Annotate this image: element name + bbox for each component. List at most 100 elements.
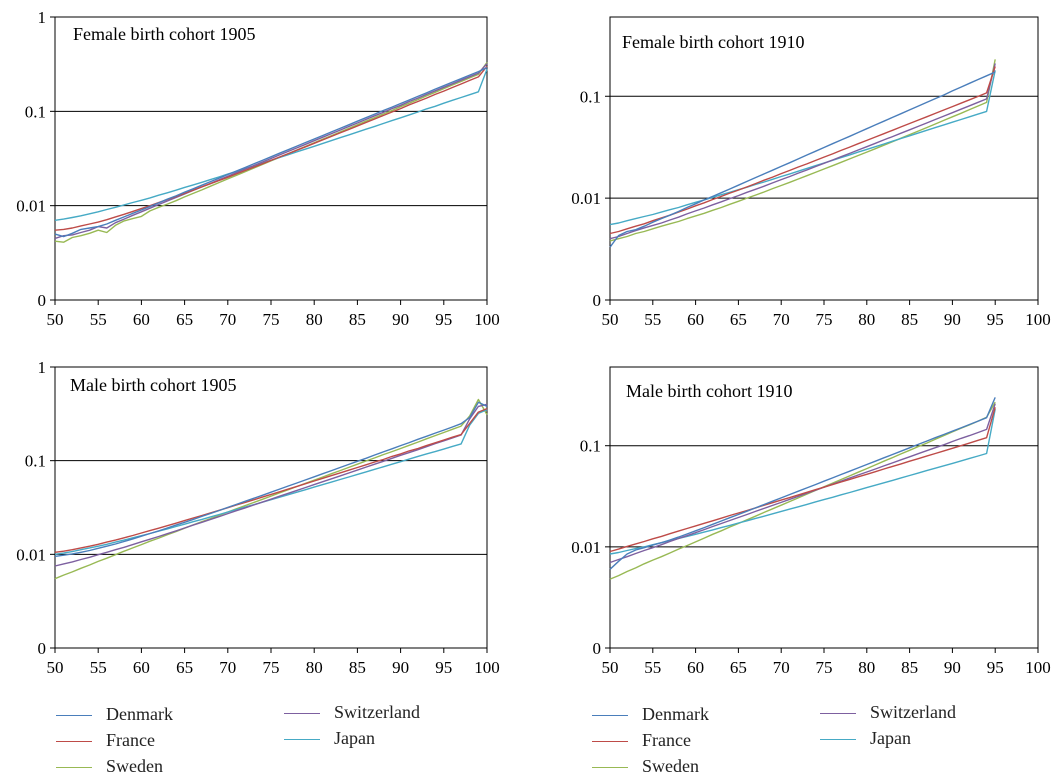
chart-female-1905: 0 0.01 0.1 1 50 55 60 65 70 75 80 85 90 95 100 Female b… <box>16 8 500 329</box>
chart-male-1905: 0 0.01 0.1 1 50 55 60 65 70 75 80 85 90 95 100 Male bir… <box>16 358 500 677</box>
x-tick-label: 85 <box>901 310 918 329</box>
y-tick-label: 1 <box>38 358 47 377</box>
series-line-france <box>54 65 488 231</box>
legend-label-switzerland: Switzerland <box>870 702 956 722</box>
x-tick-label: 50 <box>47 658 64 677</box>
x-tick-label: 90 <box>392 658 409 677</box>
plot-frame <box>609 366 1039 649</box>
legend-left: Denmark France Sweden Switzerland Japan <box>56 702 476 780</box>
legend-label-denmark: Denmark <box>106 704 173 724</box>
y-tick-label: 0.1 <box>580 437 601 456</box>
x-tick-label: 100 <box>474 310 500 329</box>
x-tick-label: 80 <box>858 658 875 677</box>
legend-swatch-denmark <box>592 715 628 716</box>
legend-swatch-japan <box>284 739 320 740</box>
series-line-japan <box>54 68 488 221</box>
x-tick-label: 100 <box>1025 658 1051 677</box>
chart-female-1910: 0 0.01 0.1 50 55 60 65 70 75 80 85 90 95 100 Female bi… <box>571 16 1051 329</box>
legend-swatch-switzerland <box>820 713 856 714</box>
x-tick-label: 50 <box>47 310 64 329</box>
series-line-denmark <box>54 401 488 558</box>
legend-label-sweden: Sweden <box>106 756 163 776</box>
x-tick-label: 90 <box>392 310 409 329</box>
x-tick-label: 55 <box>644 658 661 677</box>
x-tick-label: 70 <box>219 310 236 329</box>
x-tick-label: 90 <box>944 658 961 677</box>
x-tick-label: 95 <box>435 658 452 677</box>
series-line-japan <box>609 70 996 226</box>
series-line-switzerland <box>54 63 488 240</box>
y-tick-label: 1 <box>38 8 47 27</box>
series-line-denmark <box>609 397 996 570</box>
x-tick-label: 70 <box>773 658 790 677</box>
x-tick-label: 65 <box>730 310 747 329</box>
x-tick-label: 85 <box>349 310 366 329</box>
y-tick-label: 0 <box>593 291 602 310</box>
x-tick-label: 100 <box>474 658 500 677</box>
series-line-france <box>54 407 488 553</box>
legend-label-japan: Japan <box>334 728 375 748</box>
x-tick-label: 65 <box>176 658 193 677</box>
y-tick-label: 0.1 <box>580 87 601 106</box>
x-tick-label: 60 <box>133 658 150 677</box>
y-tick-label: 0.01 <box>571 189 601 208</box>
x-tick-label: 85 <box>901 658 918 677</box>
x-tick-label: 60 <box>133 310 150 329</box>
legend-swatch-sweden <box>56 767 92 768</box>
x-tick-label: 80 <box>306 658 323 677</box>
chart-title: Female birth cohort 1905 <box>73 24 255 44</box>
y-tick-label: 0.1 <box>25 452 46 471</box>
x-tick-label: 95 <box>987 310 1004 329</box>
y-tick-label: 0.01 <box>571 538 601 557</box>
x-tick-label: 75 <box>816 658 833 677</box>
legend-label-switzerland: Switzerland <box>334 702 420 722</box>
series-line-france <box>609 66 996 235</box>
y-tick-label: 0.01 <box>16 197 46 216</box>
x-tick-label: 65 <box>730 658 747 677</box>
legend-label-denmark: Denmark <box>642 704 709 724</box>
y-tick-label: 0.01 <box>16 545 46 564</box>
series-line-denmark <box>609 71 996 248</box>
legend-right: Denmark France Sweden Switzerland Japan <box>592 702 1032 780</box>
x-tick-label: 75 <box>263 658 280 677</box>
y-tick-label: 0 <box>593 639 602 658</box>
x-tick-label: 55 <box>90 658 107 677</box>
legend-swatch-denmark <box>56 715 92 716</box>
x-tick-label: 75 <box>816 310 833 329</box>
series-line-switzerland <box>609 403 996 564</box>
legend-label-france: France <box>642 730 691 750</box>
y-tick-label: 0 <box>38 291 47 310</box>
x-tick-label: 65 <box>176 310 193 329</box>
x-tick-label: 80 <box>306 310 323 329</box>
legend-label-japan: Japan <box>870 728 911 748</box>
legend-swatch-sweden <box>592 767 628 768</box>
x-tick-label: 70 <box>219 658 236 677</box>
x-tick-label: 95 <box>987 658 1004 677</box>
x-tick-label: 60 <box>687 310 704 329</box>
y-tick-label: 0 <box>38 639 47 658</box>
x-tick-label: 80 <box>858 310 875 329</box>
chart-title: Male birth cohort 1910 <box>626 381 792 401</box>
legend-label-france: France <box>106 730 155 750</box>
plot-frame <box>609 16 1039 301</box>
series-line-switzerland <box>609 63 996 240</box>
x-tick-label: 50 <box>602 310 619 329</box>
series-line-japan <box>609 408 996 555</box>
x-tick-label: 85 <box>349 658 366 677</box>
x-tick-label: 50 <box>602 658 619 677</box>
chart-title: Female birth cohort 1910 <box>622 32 804 52</box>
legend-label-sweden: Sweden <box>642 756 699 776</box>
plot-frame <box>54 366 488 649</box>
series-line-sweden <box>54 398 488 580</box>
series-line-france <box>609 407 996 553</box>
x-tick-label: 75 <box>263 310 280 329</box>
series-line-switzerland <box>54 403 488 567</box>
x-tick-label: 55 <box>90 310 107 329</box>
series-line-sweden <box>609 401 996 580</box>
x-tick-label: 55 <box>644 310 661 329</box>
series-line-sweden <box>609 59 996 242</box>
x-tick-label: 60 <box>687 658 704 677</box>
legend-swatch-switzerland <box>284 713 320 714</box>
x-tick-label: 90 <box>944 310 961 329</box>
